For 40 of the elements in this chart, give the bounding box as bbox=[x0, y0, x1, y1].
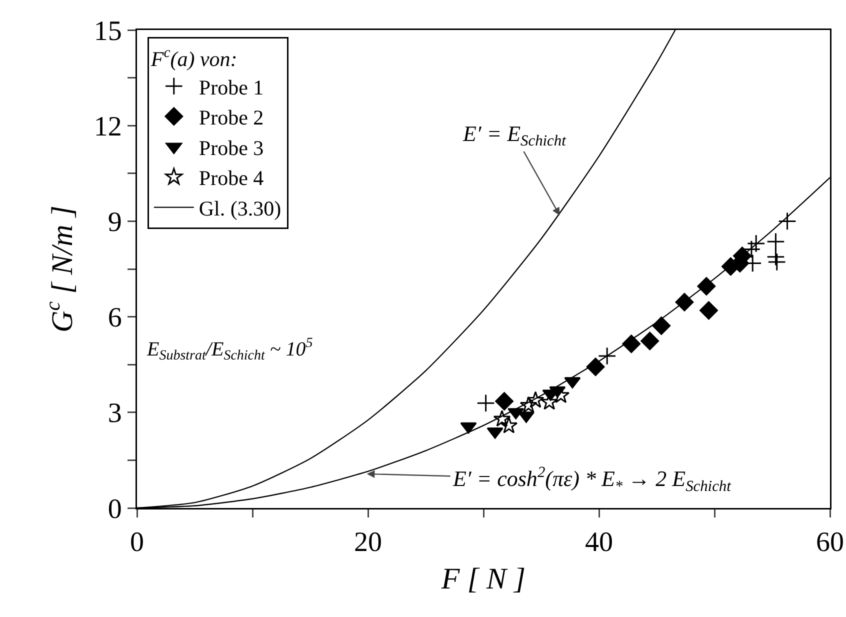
x-tick-label: 20 bbox=[354, 527, 382, 558]
point bbox=[697, 277, 716, 296]
y-tick-label: 9 bbox=[108, 207, 122, 238]
x-tick-label: 40 bbox=[585, 527, 613, 558]
point bbox=[598, 346, 616, 366]
point bbox=[586, 358, 605, 376]
y-tick-label: 12 bbox=[94, 111, 122, 142]
point bbox=[766, 232, 785, 251]
point bbox=[746, 234, 766, 253]
y-tick-label: 3 bbox=[108, 398, 122, 430]
point bbox=[742, 240, 761, 258]
x-axis-title: F [ N ] bbox=[440, 562, 526, 596]
point bbox=[766, 248, 785, 266]
point bbox=[520, 396, 538, 413]
annotation: E$_{Substrat}$/E$_{Schicht}$ ~ 10$^{5}$ bbox=[146, 336, 313, 364]
legend-label: Probe 3 bbox=[198, 136, 264, 160]
legend-label: Probe 4 bbox=[198, 166, 264, 190]
annotation: E′ = cosh$^{2}$(πε) * E$_{*}$ → 2 E$_{Schicht}$ bbox=[452, 464, 732, 495]
legend-title: F$^{c}$(a) von: bbox=[150, 45, 238, 71]
point bbox=[768, 252, 786, 272]
point bbox=[526, 391, 544, 408]
legend-label: Gl. (3.30) bbox=[198, 196, 282, 221]
legend-label: Probe 1 bbox=[198, 75, 264, 100]
point bbox=[500, 416, 518, 434]
annotation: E′ = E$_{Schicht}$ bbox=[462, 121, 567, 150]
point bbox=[700, 301, 718, 320]
x-tick-label: 0 bbox=[130, 527, 144, 558]
point bbox=[495, 392, 514, 410]
point bbox=[476, 394, 495, 412]
point bbox=[622, 334, 641, 354]
point bbox=[652, 316, 671, 335]
point bbox=[640, 332, 660, 350]
point bbox=[493, 410, 511, 427]
x-tick-label: 60 bbox=[816, 527, 844, 558]
y-tick-label: 15 bbox=[94, 16, 122, 47]
point bbox=[778, 212, 796, 230]
y-tick-label: 6 bbox=[108, 302, 122, 334]
legend-label: Probe 2 bbox=[198, 106, 264, 130]
y-tick-label: 0 bbox=[108, 494, 122, 525]
point bbox=[675, 292, 694, 312]
